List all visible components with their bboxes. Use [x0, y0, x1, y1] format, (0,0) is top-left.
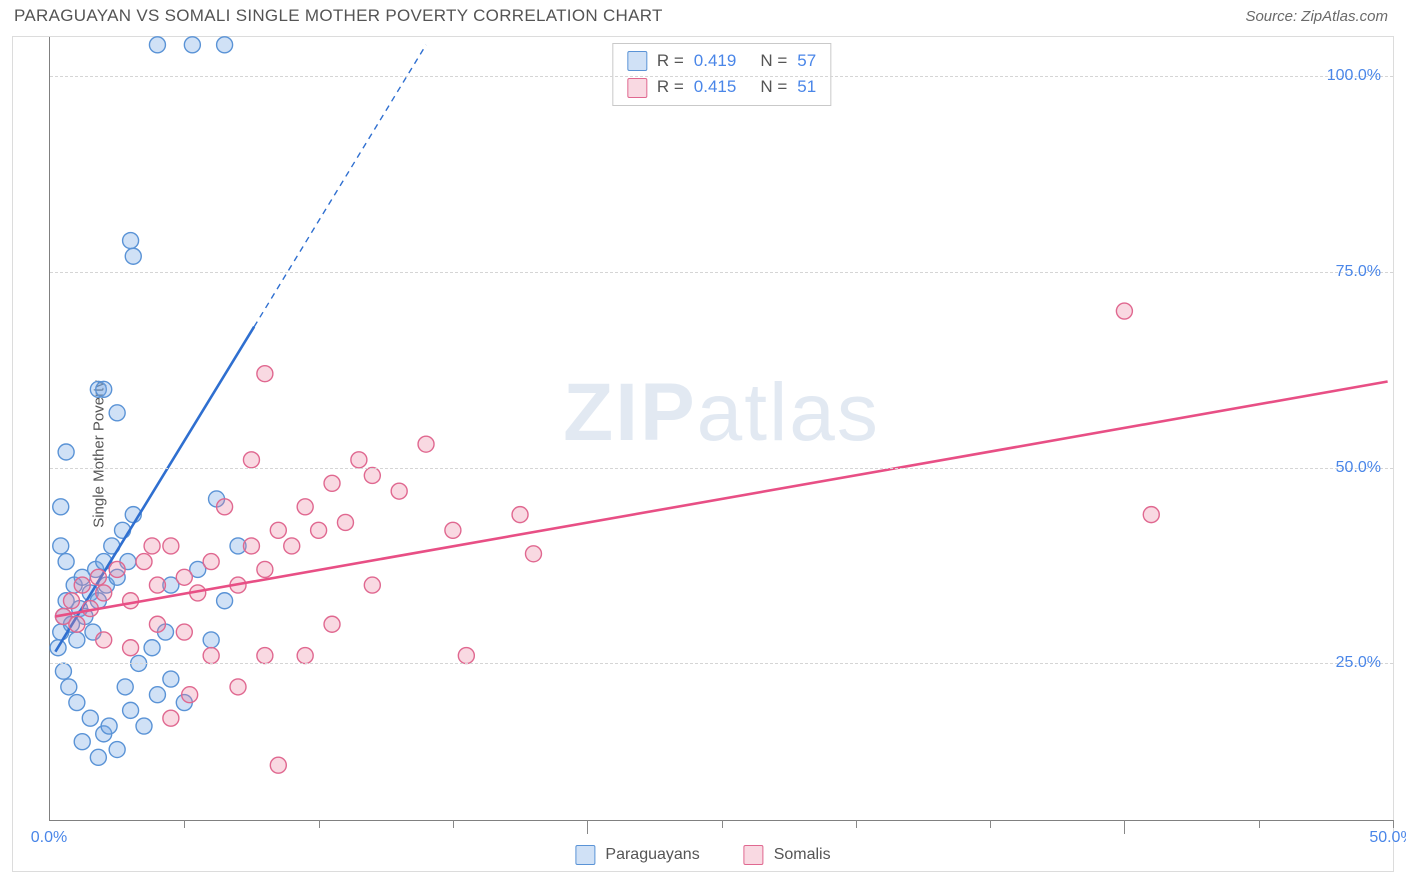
y-tick-label: 100.0%	[1327, 67, 1381, 85]
x-tick	[1393, 820, 1394, 828]
stats-legend: R = 0.419N = 57R = 0.415N = 51	[612, 43, 831, 106]
legend-swatch	[575, 845, 595, 865]
bottom-legend: Paraguayans Somalis	[575, 845, 830, 865]
legend-swatch	[744, 845, 764, 865]
plot-area: ZIPatlas R = 0.419N = 57R = 0.415N = 51 …	[49, 37, 1393, 821]
x-tick-label: 0.0%	[31, 829, 67, 847]
scatter-svg	[50, 37, 1393, 820]
x-tick	[184, 820, 185, 828]
gridline	[50, 468, 1393, 469]
x-tick-major	[1124, 820, 1125, 834]
chart-container: Single Mother Poverty ZIPatlas R = 0.419…	[12, 36, 1394, 872]
stats-row: R = 0.419N = 57	[627, 48, 816, 74]
x-tick	[319, 820, 320, 828]
x-tick	[722, 820, 723, 828]
x-tick-label: 50.0%	[1369, 829, 1406, 847]
gridline	[50, 76, 1393, 77]
stats-row: R = 0.415N = 51	[627, 74, 816, 100]
x-tick	[1259, 820, 1260, 828]
x-tick	[856, 820, 857, 828]
x-tick	[453, 820, 454, 828]
legend-swatch	[627, 78, 647, 98]
legend-swatch	[627, 51, 647, 71]
y-tick-label: 50.0%	[1336, 459, 1381, 477]
x-tick	[990, 820, 991, 828]
gridline	[50, 272, 1393, 273]
gridline	[50, 663, 1393, 664]
chart-title: PARAGUAYAN VS SOMALI SINGLE MOTHER POVER…	[14, 6, 663, 26]
legend-item: Somalis	[744, 845, 831, 865]
source-label: Source: ZipAtlas.com	[1245, 8, 1388, 25]
y-tick-label: 25.0%	[1336, 654, 1381, 672]
y-tick-label: 75.0%	[1336, 263, 1381, 281]
x-tick-major	[587, 820, 588, 834]
chart-header: PARAGUAYAN VS SOMALI SINGLE MOTHER POVER…	[0, 0, 1406, 32]
legend-item: Paraguayans	[575, 845, 699, 865]
